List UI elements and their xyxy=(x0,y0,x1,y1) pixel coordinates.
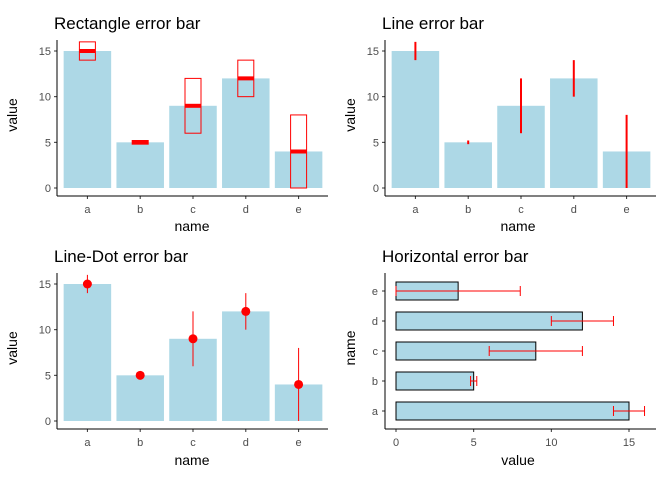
x-tick-label: b xyxy=(137,437,143,449)
y-tick-label: 5 xyxy=(45,370,51,382)
y-axis-title: value xyxy=(342,98,358,132)
data-point xyxy=(188,334,198,344)
bar xyxy=(274,151,323,188)
plot-area: a b c d e 0 5 10 15 xyxy=(367,40,656,216)
y-tick-label: 0 xyxy=(45,416,51,428)
y-tick-label: c xyxy=(373,346,379,358)
chart-panel-line: Line error bar name value a b c d e 0 5 10 15 xyxy=(342,14,656,234)
chart-panel-rectangle: Rectangle error bar name value a b c d e 0 5 10… xyxy=(4,14,328,234)
y-tick-label: a xyxy=(372,406,379,418)
chart-title: Line error bar xyxy=(382,14,484,33)
y-tick-label: d xyxy=(372,316,378,328)
x-tick-label: a xyxy=(412,204,419,216)
bar xyxy=(169,105,217,188)
x-axis-title: name xyxy=(174,218,209,234)
plot-area: a b c d e 0 5 10 15 xyxy=(39,273,328,449)
chart-title: Horizontal error bar xyxy=(382,247,529,266)
y-tick-label: b xyxy=(372,376,378,388)
chart-title: Rectangle error bar xyxy=(54,14,201,33)
bar xyxy=(222,78,270,188)
x-tick-label: e xyxy=(296,204,302,216)
bar xyxy=(395,371,475,391)
y-tick-label: 15 xyxy=(39,279,51,291)
bar xyxy=(395,401,630,421)
x-axis-title: name xyxy=(500,218,535,234)
y-tick-label: e xyxy=(372,286,378,298)
x-tick-label: 10 xyxy=(545,437,557,449)
chart-panel-horizontal: Horizontal error bar value name a b c d e 0 5 1… xyxy=(342,247,656,468)
x-tick-label: d xyxy=(571,204,577,216)
y-tick-label: 15 xyxy=(367,46,379,58)
x-axis-title: value xyxy=(501,452,535,468)
bar xyxy=(63,284,112,421)
x-tick-label: b xyxy=(465,204,471,216)
y-tick-label: 10 xyxy=(39,92,51,104)
data-point xyxy=(135,370,145,380)
x-tick-label: e xyxy=(296,437,302,449)
bar xyxy=(63,51,112,188)
x-tick-label: e xyxy=(624,204,630,216)
x-axis-title: name xyxy=(174,452,209,468)
bar xyxy=(391,51,440,188)
y-axis-title: name xyxy=(342,330,358,365)
y-tick-label: 10 xyxy=(367,92,379,104)
y-tick-label: 0 xyxy=(373,183,379,195)
y-tick-label: 5 xyxy=(373,137,379,149)
y-tick-label: 5 xyxy=(45,137,51,149)
data-point xyxy=(82,279,92,289)
plot-area: a b c d e 0 5 10 15 xyxy=(372,273,656,449)
x-tick-label: d xyxy=(243,437,249,449)
x-tick-label: c xyxy=(518,204,524,216)
chart-title: Line-Dot error bar xyxy=(54,247,189,266)
x-tick-label: d xyxy=(243,204,249,216)
x-tick-label: c xyxy=(190,437,196,449)
x-tick-label: b xyxy=(137,204,143,216)
bar xyxy=(550,78,598,188)
data-point xyxy=(241,306,251,316)
y-tick-label: 0 xyxy=(45,183,51,195)
x-tick-label: a xyxy=(84,204,91,216)
x-tick-label: 0 xyxy=(393,437,399,449)
bar xyxy=(116,142,164,188)
data-point xyxy=(294,379,304,389)
x-tick-label: a xyxy=(84,437,91,449)
y-axis-title: value xyxy=(4,98,20,132)
x-tick-label: 5 xyxy=(471,437,477,449)
plot-area: a b c d e 0 5 10 15 xyxy=(39,40,328,216)
y-tick-label: 10 xyxy=(39,325,51,337)
y-tick-label: 15 xyxy=(39,46,51,58)
x-tick-label: c xyxy=(190,204,196,216)
y-axis-title: value xyxy=(4,331,20,365)
bar xyxy=(444,142,492,188)
chart-panel-line-dot: Line-Dot error bar name value a b c d e 0 5 10 1… xyxy=(4,247,328,468)
x-tick-label: 15 xyxy=(623,437,635,449)
bar xyxy=(116,375,164,421)
